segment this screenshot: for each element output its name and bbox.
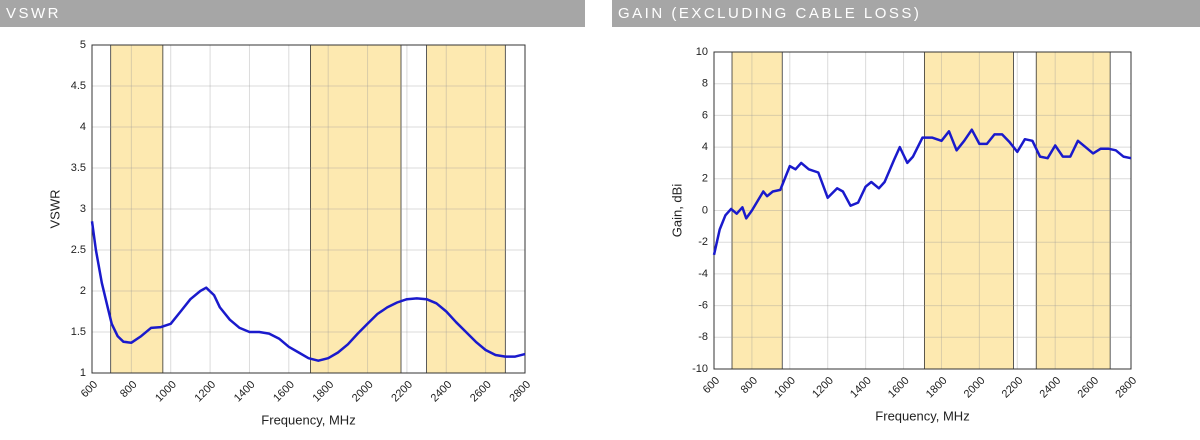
y-tick-label: 8: [702, 78, 708, 90]
x-tick-label: 800: [739, 375, 760, 396]
header-bar: [0, 0, 585, 27]
y-tick-label: 4: [702, 141, 708, 153]
x-tick-label: 1600: [271, 379, 297, 405]
y-tick-label: -2: [698, 236, 708, 248]
x-tick-label: 1400: [232, 379, 258, 405]
x-tick-label: 600: [79, 379, 100, 400]
x-tick-label: 2800: [507, 379, 533, 405]
x-tick-label: 2200: [1000, 375, 1026, 401]
plot-frame: [91, 44, 526, 374]
y-tick-label: 2: [80, 285, 86, 297]
x-tick-label: 1200: [810, 375, 836, 401]
y-tick-label: 1.5: [71, 326, 86, 338]
x-axis-label: Frequency, MHz: [875, 408, 969, 423]
x-tick-label: 1000: [153, 379, 179, 405]
y-tick-label: -8: [698, 331, 708, 343]
y-tick-label: 2: [702, 173, 708, 185]
data-line: [90, 221, 526, 362]
x-tick-label: 1600: [886, 375, 912, 401]
y-axis-label: VSWR: [47, 190, 62, 229]
x-tick-label: 1400: [848, 375, 874, 401]
x-tick-label: 2000: [350, 379, 376, 405]
frequency-band: [110, 44, 164, 374]
x-axis-label: Frequency, MHz: [261, 412, 355, 427]
data-line: [712, 128, 1132, 256]
header-title: VSWR: [6, 5, 61, 22]
x-tick-label: 2000: [962, 375, 988, 401]
y-tick-label: 2.5: [71, 244, 86, 256]
x-tick-label: 1200: [192, 379, 218, 405]
x-tick-label: 2600: [468, 379, 494, 405]
y-tick-label: -6: [698, 300, 708, 312]
frequency-band: [923, 51, 1014, 370]
x-tick-label: 2800: [1113, 375, 1139, 401]
x-tick-label: 1800: [924, 375, 950, 401]
x-tick-label: 2400: [1038, 375, 1064, 401]
y-tick-label: 4: [80, 121, 86, 133]
y-tick-label: 1: [80, 367, 86, 379]
y-tick-label: -10: [692, 363, 708, 375]
y-tick-label: -4: [698, 268, 708, 280]
y-tick-label: 3: [80, 203, 86, 215]
y-tick-label: 6: [702, 109, 708, 121]
frequency-band: [426, 44, 506, 374]
y-tick-label: 5: [80, 39, 86, 51]
y-tick-label: 10: [696, 46, 708, 58]
x-tick-label: 600: [701, 375, 722, 396]
y-tick-label: 3.5: [71, 162, 86, 174]
x-tick-label: 1800: [311, 379, 337, 405]
plot-frame: [713, 51, 1132, 370]
header-bar: [612, 0, 1200, 27]
y-tick-label: 0: [702, 204, 708, 216]
y-tick-label: 4.5: [71, 80, 86, 92]
header-title: GAIN (EXCLUDING CABLE LOSS): [618, 5, 921, 22]
x-tick-label: 1000: [772, 375, 798, 401]
x-tick-label: 800: [118, 379, 139, 400]
x-tick-label: 2400: [429, 379, 455, 405]
frequency-band: [1035, 51, 1111, 370]
x-tick-label: 2200: [389, 379, 415, 405]
y-axis-label: Gain, dBi: [669, 184, 684, 238]
x-tick-label: 2600: [1075, 375, 1101, 401]
